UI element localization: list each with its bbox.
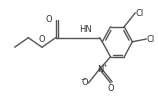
Text: N: N <box>97 65 103 74</box>
Text: O: O <box>46 15 52 24</box>
Text: Cl: Cl <box>136 8 144 18</box>
Text: O: O <box>108 84 115 93</box>
Text: Cl: Cl <box>147 34 155 44</box>
Text: O: O <box>81 78 88 87</box>
Text: HN: HN <box>79 25 92 34</box>
Text: +: + <box>103 62 107 68</box>
Text: −: − <box>80 76 86 81</box>
Text: O: O <box>39 35 45 44</box>
